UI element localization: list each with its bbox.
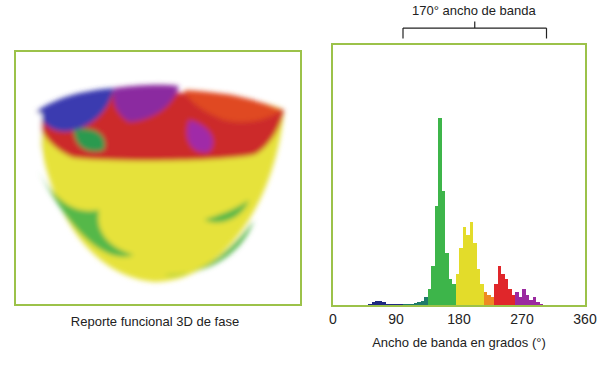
svg-text:90: 90 — [388, 311, 404, 327]
svg-text:Ancho de banda en grados (°): Ancho de banda en grados (°) — [372, 335, 546, 350]
svg-text:180: 180 — [447, 311, 471, 327]
svg-text:0: 0 — [329, 311, 337, 327]
html-text:Reporte funcional 3D de fase: Reporte funcional 3D de fase — [70, 314, 240, 329]
svg-text:270: 270 — [510, 311, 534, 327]
svg-text:360: 360 — [573, 311, 597, 327]
svg-text:170° ancho de banda: 170° ancho de banda — [412, 3, 537, 18]
